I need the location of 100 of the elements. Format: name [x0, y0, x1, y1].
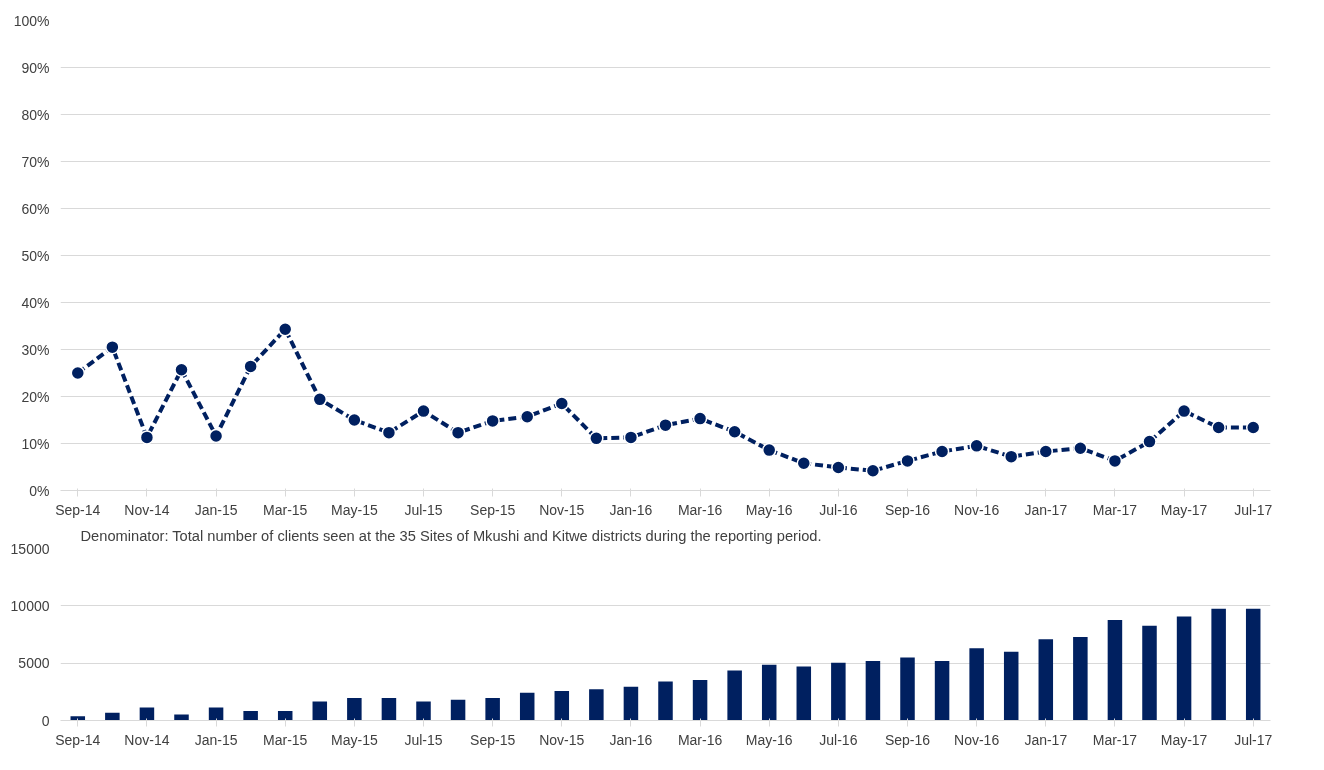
- bar: [761, 664, 777, 721]
- bar: [485, 698, 500, 721]
- x-tick-label: Nov-15: [539, 731, 585, 748]
- x-tick-label: May-17: [1160, 731, 1208, 748]
- point: [796, 456, 812, 471]
- bar: [1176, 616, 1192, 721]
- bar: [1038, 639, 1054, 721]
- y-tick-label: 80%: [21, 106, 50, 123]
- x-tick-label: Jan-17: [1024, 501, 1068, 518]
- x-tick-label: Jan-17: [1024, 731, 1068, 748]
- bar: [450, 699, 466, 721]
- x-tick-label: Jul-17: [1234, 501, 1273, 518]
- text: Denominator: Total number of clients seen at the 35 Sites of Mkushi and Kitwe districts during the reporting period.: [80, 527, 822, 544]
- y-tick-label: 20%: [21, 388, 50, 405]
- point: [1003, 449, 1019, 464]
- x-tick-label: May-16: [745, 731, 793, 748]
- point: [589, 431, 604, 446]
- point: [969, 438, 984, 454]
- x-tick-label: Sep-15: [470, 731, 516, 748]
- x-tick-label: Jul-16: [819, 501, 858, 518]
- x-tick-label: May-16: [745, 501, 793, 518]
- point: [70, 365, 86, 381]
- bar: [900, 657, 915, 721]
- x-tick-label: Nov-14: [124, 731, 170, 748]
- point: [865, 463, 881, 478]
- point: [416, 403, 431, 419]
- x-tick-label: Mar-17: [1092, 731, 1138, 748]
- bar: [865, 661, 881, 721]
- x-tick-label: Jan-15: [194, 501, 238, 518]
- bar: [519, 692, 535, 721]
- x-tick-label: Nov-15: [539, 501, 585, 518]
- bar: [796, 666, 812, 721]
- point: [761, 442, 777, 458]
- bar: [658, 681, 673, 721]
- x-tick-label: Jan-15: [194, 731, 238, 748]
- point: [1073, 440, 1088, 456]
- x-tick-label: Sep-16: [884, 501, 931, 518]
- x-tick-label: Jul-15: [404, 731, 443, 748]
- point: [692, 411, 708, 426]
- point: [381, 425, 397, 440]
- y-tick-label: 90%: [21, 59, 50, 76]
- bar: [934, 661, 950, 721]
- point: [208, 428, 224, 444]
- bar: [1211, 608, 1226, 721]
- bar: [1003, 651, 1019, 721]
- bar: [70, 716, 86, 721]
- x-tick-label: Mar-16: [677, 501, 723, 518]
- x-tick-label: May-15: [331, 501, 378, 518]
- y-tick-label: 70%: [21, 153, 50, 170]
- point: [623, 430, 639, 445]
- point: [277, 322, 293, 337]
- x-tick-label: Sep-16: [884, 731, 931, 748]
- x-tick-label: Jan-16: [609, 731, 653, 748]
- bar: [589, 689, 604, 721]
- x-tick-label: Mar-17: [1092, 501, 1138, 518]
- bar: [1245, 608, 1261, 721]
- point: [831, 460, 846, 475]
- y-tick-label: 0: [41, 712, 50, 729]
- y-tick-label: 10000: [10, 597, 50, 614]
- point: [312, 392, 328, 407]
- point: [1142, 434, 1157, 449]
- bar: [554, 690, 570, 721]
- bar: [1142, 625, 1157, 721]
- bar: [692, 679, 708, 721]
- x-tick-label: May-17: [1160, 501, 1208, 518]
- y-tick-label: 0%: [29, 482, 50, 499]
- point: [554, 396, 570, 411]
- y-tick-label: 5000: [18, 655, 50, 672]
- y-tick-label: 15000: [10, 540, 50, 557]
- bar: [1107, 619, 1123, 721]
- bar: [831, 662, 846, 721]
- point: [1245, 420, 1261, 435]
- x-tick-label: Jul-16: [819, 731, 858, 748]
- bar: [277, 711, 293, 721]
- point: [105, 339, 120, 355]
- point: [934, 444, 950, 459]
- x-tick-label: Nov-14: [124, 501, 170, 518]
- point: [1107, 453, 1123, 469]
- point: [519, 409, 535, 424]
- bar: [969, 648, 984, 721]
- x-tick-label: Sep-15: [470, 501, 516, 518]
- point: [139, 430, 155, 445]
- bar: [105, 712, 120, 721]
- y-tick-label: 10%: [21, 435, 50, 452]
- y-tick-label: 60%: [21, 200, 50, 217]
- bar: [312, 701, 328, 721]
- bar: [381, 698, 397, 721]
- y-tick-label: 30%: [21, 341, 50, 358]
- bar: [623, 686, 639, 721]
- x-tick-label: Nov-16: [954, 731, 1000, 748]
- x-tick-label: Mar-15: [263, 731, 308, 748]
- point: [1211, 420, 1226, 435]
- y-tick-label: 40%: [21, 294, 50, 311]
- x-tick-label: Jul-17: [1234, 731, 1273, 748]
- bar: [347, 698, 362, 721]
- bar: [243, 711, 258, 721]
- bar: [727, 670, 742, 721]
- x-tick-label: May-15: [331, 731, 378, 748]
- x-tick-label: Mar-16: [677, 731, 723, 748]
- point: [1038, 444, 1054, 459]
